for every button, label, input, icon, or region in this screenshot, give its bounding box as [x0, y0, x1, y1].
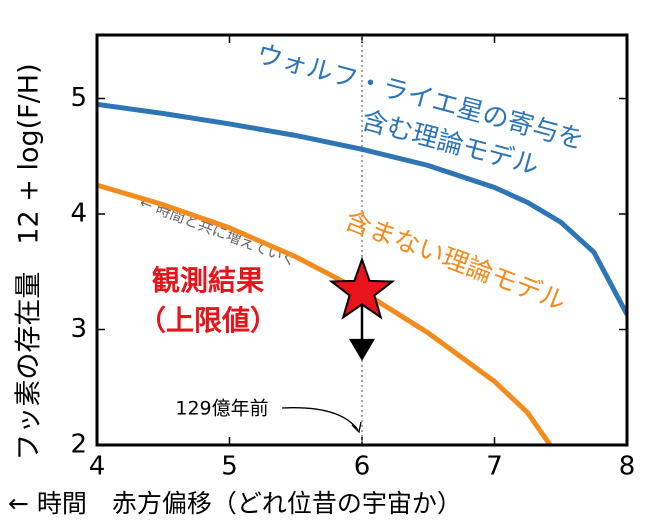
x-tick-label: 8 — [619, 452, 636, 482]
age-annotation: 129億年前 — [175, 398, 268, 420]
upper-limit-label: 観測結果 — [152, 264, 264, 297]
x-tick-label: 7 — [486, 452, 503, 482]
y-tick-label: 5 — [70, 83, 87, 113]
y-tick-label: 4 — [70, 199, 87, 229]
x-tick-label: 5 — [221, 452, 238, 482]
y-tick-label: 3 — [70, 314, 87, 344]
age-pointer — [281, 407, 359, 431]
age-pointer-head — [351, 421, 362, 434]
y-axis-label: フッ素の存在量 12 + log(F/H) — [14, 63, 45, 460]
x-axis-label: ← 時間 赤方偏移（どれ位昔の宇宙か） — [8, 489, 462, 518]
plot-frame — [95, 33, 629, 447]
x-tick-label: 6 — [354, 452, 371, 482]
x-tick-label: 4 — [89, 452, 106, 482]
y-tick-label: 2 — [70, 430, 87, 460]
series-line — [97, 101, 627, 316]
upper-limit-label: （上限値） — [138, 304, 278, 337]
upper-limit-star — [328, 256, 396, 320]
upper-limit-arrowhead — [349, 338, 375, 361]
